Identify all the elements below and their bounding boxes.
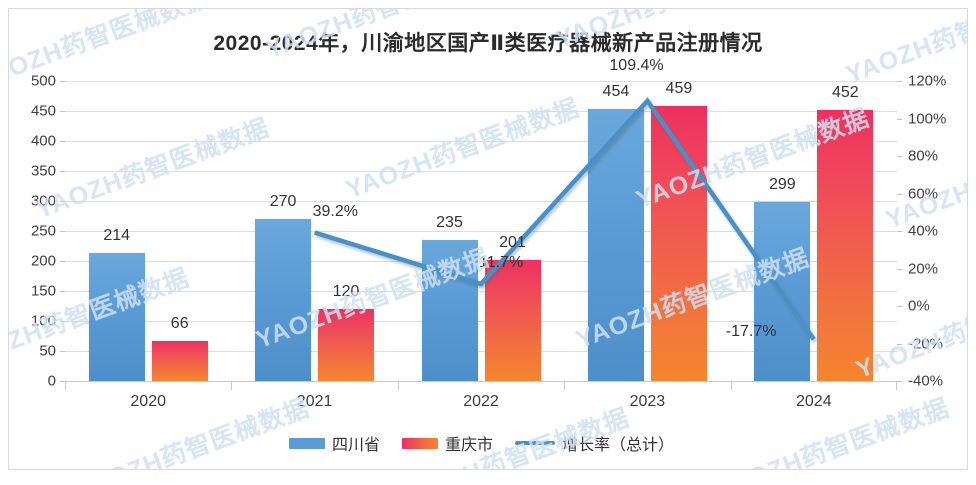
x-axis-label-2021: 2021 bbox=[296, 393, 333, 410]
legend-swatch-icon bbox=[515, 441, 555, 445]
y-tick-mark-right bbox=[897, 231, 902, 232]
y-tick-label-left: 100 bbox=[30, 312, 56, 330]
y-tick-mark-right bbox=[897, 81, 902, 82]
bar-value-label: 452 bbox=[831, 83, 859, 101]
bar-sichuan-2020 bbox=[88, 252, 145, 381]
bar-value-label: 454 bbox=[602, 82, 630, 100]
y-tick-label-left: 300 bbox=[30, 192, 56, 210]
bar-value-label: 459 bbox=[665, 79, 693, 97]
x-axis-tick bbox=[231, 381, 233, 390]
bar-value-label: 66 bbox=[170, 315, 189, 333]
x-axis-tick bbox=[730, 381, 732, 390]
y-tick-mark-left bbox=[60, 231, 65, 232]
y-tick-label-right: 0% bbox=[908, 297, 930, 315]
y-tick-mark-right bbox=[897, 193, 902, 195]
gridline bbox=[65, 351, 897, 352]
x-axis-line bbox=[65, 381, 897, 382]
y-tick-mark-right bbox=[897, 306, 902, 307]
legend-item-2[interactable]: 重庆市 bbox=[401, 431, 493, 455]
growth-rate-label: 109.4% bbox=[609, 56, 664, 74]
y-tick-mark-right bbox=[897, 156, 902, 157]
bar-chongqing-2023 bbox=[650, 105, 707, 381]
bar-value-label: 235 bbox=[436, 214, 463, 231]
gridline bbox=[65, 81, 897, 82]
x-axis-tick bbox=[397, 381, 399, 390]
y-tick-mark-left bbox=[60, 201, 65, 202]
y-tick-label-left: 150 bbox=[30, 282, 56, 300]
gridline bbox=[65, 171, 897, 172]
y-tick-label-left: 50 bbox=[39, 342, 56, 360]
y-tick-mark-right bbox=[897, 343, 902, 345]
bar-sichuan-2023 bbox=[587, 108, 644, 381]
bar-value-label: 299 bbox=[768, 175, 796, 193]
bar-sichuan-2024 bbox=[754, 201, 811, 381]
bar-chongqing-2020 bbox=[151, 341, 208, 381]
x-axis-label-2023: 2023 bbox=[629, 393, 666, 410]
y-tick-label-right: 60% bbox=[908, 185, 939, 202]
growth-rate-label: 11.7% bbox=[479, 254, 524, 272]
y-tick-mark-left bbox=[60, 81, 65, 82]
y-tick-label-right: 80% bbox=[908, 147, 939, 165]
x-axis-tick bbox=[65, 381, 66, 390]
x-axis-label-2024: 2024 bbox=[796, 393, 832, 410]
y-tick-label-left: 500 bbox=[30, 72, 56, 90]
x-axis: 2020 2021 2022 2023 2024 bbox=[65, 381, 897, 415]
bar-value-label: 120 bbox=[332, 283, 360, 300]
y-tick-label-right: 20% bbox=[908, 260, 939, 277]
x-axis-tick bbox=[896, 381, 897, 390]
y-tick-mark-left bbox=[60, 321, 65, 322]
y-tick-mark-left bbox=[60, 141, 65, 142]
bar-chongqing-2022 bbox=[484, 260, 541, 381]
legend-swatch-icon bbox=[288, 437, 325, 449]
y-tick-label-right: -40% bbox=[908, 372, 944, 390]
chart-legend: 四川省 重庆市 增长率（总计） bbox=[9, 431, 967, 455]
legend-swatch-icon bbox=[401, 437, 438, 449]
gridline bbox=[65, 141, 897, 142]
y-tick-mark-left bbox=[60, 261, 65, 262]
bar-sichuan-2022 bbox=[421, 240, 478, 381]
growth-rate-polyline bbox=[313, 97, 816, 341]
y-tick-label-right: 40% bbox=[908, 222, 939, 240]
growth-rate-label: 39.2% bbox=[312, 202, 358, 220]
legend-label: 增长率（总计） bbox=[562, 437, 675, 454]
plot-area: 0 50 100 150 200 250 300 350 400 450 500 -40% -20% 0… bbox=[31, 57, 946, 390]
bar-value-label: 214 bbox=[103, 226, 131, 244]
y-tick-mark-right bbox=[897, 118, 902, 120]
growth-rate-label: -17.7% bbox=[725, 323, 777, 341]
y-tick-mark-left bbox=[60, 351, 65, 352]
bar-sichuan-2021 bbox=[255, 219, 312, 381]
bar-value-label: 201 bbox=[499, 234, 526, 252]
y-tick-label-right: -20% bbox=[908, 335, 944, 352]
y-tick-mark-left bbox=[60, 111, 65, 112]
legend-label: 重庆市 bbox=[444, 437, 493, 454]
y-tick-mark-left bbox=[60, 381, 65, 382]
bar-chongqing-2021 bbox=[318, 309, 375, 381]
y-tick-label-left: 450 bbox=[30, 102, 56, 120]
legend-label: 四川省 bbox=[331, 437, 380, 454]
y-tick-label-left: 400 bbox=[30, 132, 56, 150]
y-tick-label-left: 200 bbox=[30, 252, 56, 270]
chart-container: YAOZH药智医械数据 YAOZH药智医械数据 YAOZH药智医械数据 YAOZH药智… bbox=[8, 8, 968, 470]
y-tick-mark-right bbox=[897, 381, 902, 382]
bar-value-label: 270 bbox=[269, 193, 297, 210]
legend-item-3[interactable]: 增长率（总计） bbox=[515, 431, 674, 455]
x-axis-tick bbox=[564, 381, 566, 390]
y-tick-label-left: 0 bbox=[47, 372, 56, 390]
y-tick-label-left: 250 bbox=[30, 222, 56, 240]
y-tick-mark-left bbox=[60, 291, 65, 292]
y-tick-label-right: 100% bbox=[908, 110, 947, 127]
x-axis-label-2020: 2020 bbox=[130, 393, 166, 410]
gridline bbox=[65, 111, 897, 112]
x-axis-label-2022: 2022 bbox=[463, 393, 499, 410]
y-tick-mark-left bbox=[60, 171, 65, 172]
y-tick-label-left: 350 bbox=[30, 162, 56, 180]
chart-title: 2020-2024年，川渝地区国产Ⅱ类医疗器械新产品注册情况 bbox=[213, 32, 763, 55]
y-tick-mark-right bbox=[897, 268, 902, 270]
bar-chongqing-2024 bbox=[817, 109, 874, 381]
y-tick-label-right: 120% bbox=[908, 72, 947, 90]
legend-item-1[interactable]: 四川省 bbox=[288, 431, 380, 455]
